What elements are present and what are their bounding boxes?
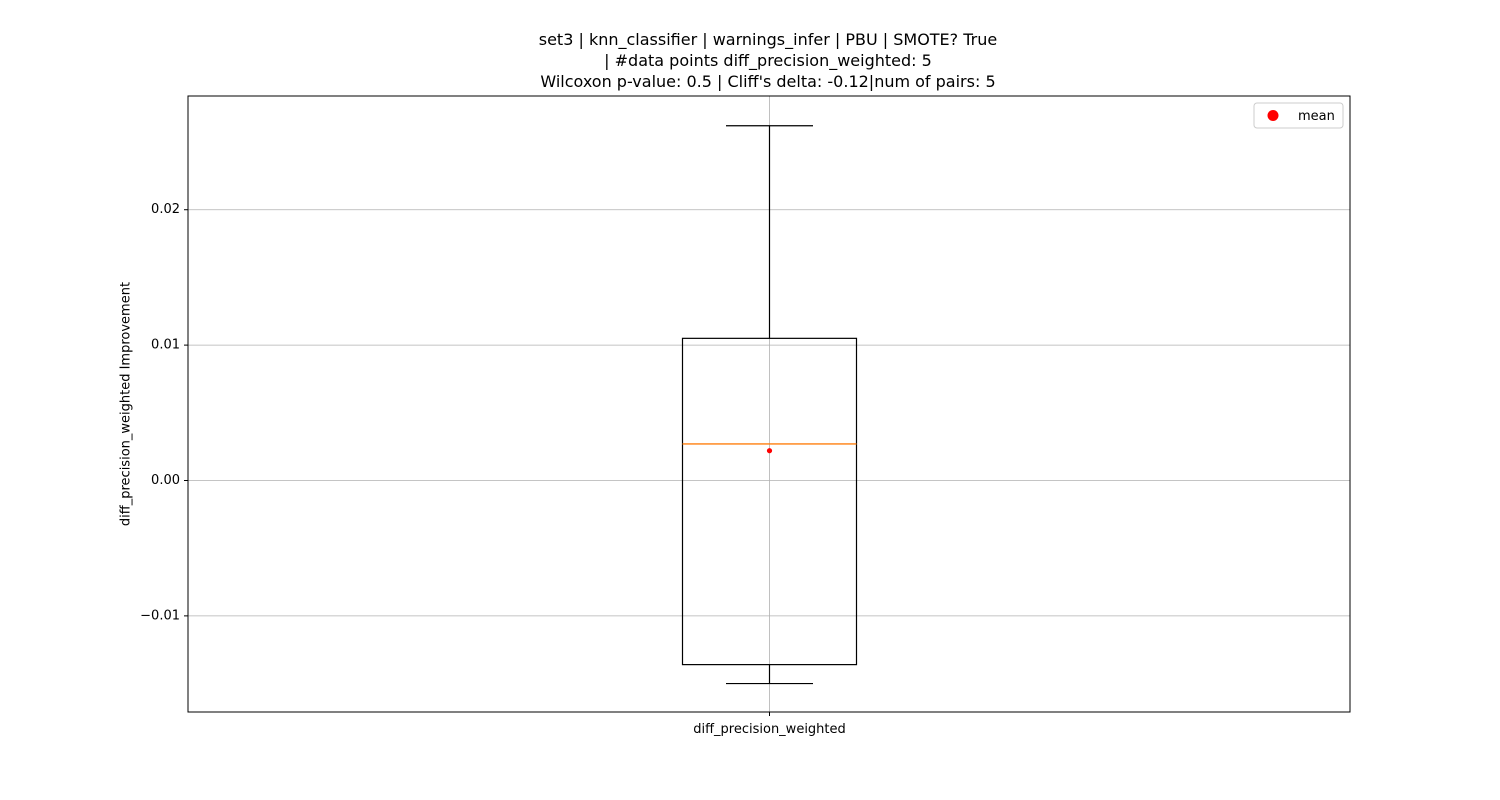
x-tick-label: diff_precision_weighted bbox=[693, 722, 846, 737]
y-tick-label: 0.01 bbox=[151, 338, 180, 353]
box-plot bbox=[681, 125, 858, 685]
y-tick-label: −0.01 bbox=[140, 608, 180, 623]
legend-mean-marker bbox=[1267, 110, 1279, 121]
iqr-box bbox=[681, 337, 858, 666]
y-tick-label: 0.00 bbox=[151, 473, 180, 488]
chart-title-line-1: set3 | knn_classifier | warnings_infer |… bbox=[538, 30, 998, 49]
legend: mean bbox=[1253, 102, 1344, 129]
chart-title-line-2: | #data points diff_precision_weighted: … bbox=[604, 51, 932, 70]
mean-marker bbox=[766, 448, 773, 454]
y-tick-label: 0.02 bbox=[151, 202, 180, 217]
y-axis-label: diff_precision_weighted Improvement bbox=[119, 282, 134, 526]
legend-mean-label: mean bbox=[1298, 109, 1335, 124]
x-ticks: diff_precision_weighted bbox=[693, 712, 846, 737]
legend-box bbox=[1253, 102, 1344, 129]
chart-title-line-3: Wilcoxon p-value: 0.5 | Cliff's delta: -… bbox=[540, 72, 996, 91]
y-ticks: −0.01 0.00 0.01 0.02 bbox=[140, 202, 188, 623]
